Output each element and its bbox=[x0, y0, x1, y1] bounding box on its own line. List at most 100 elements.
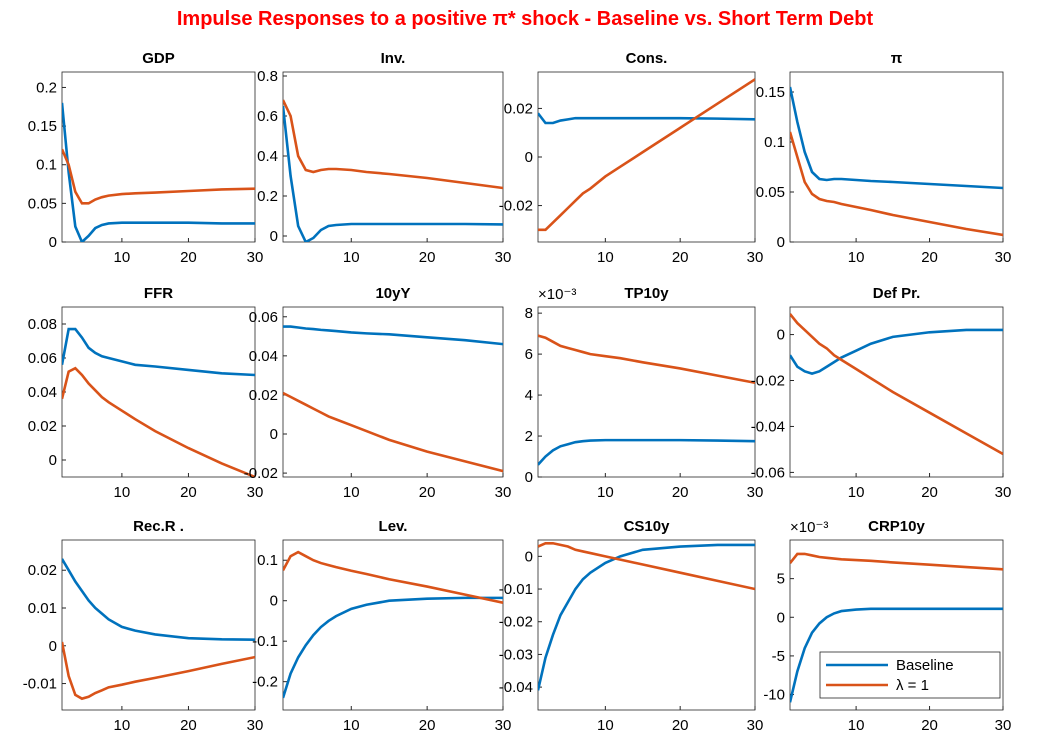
y-tick-label: 2 bbox=[525, 428, 533, 445]
y-tick-label: -0.2 bbox=[252, 674, 278, 691]
y-tick-label: 0.02 bbox=[28, 562, 57, 579]
x-tick-label: 10 bbox=[343, 484, 360, 501]
y-tick-label: -0.01 bbox=[499, 581, 533, 598]
y-tick-label: 4 bbox=[525, 387, 533, 404]
x-tick-label: 10 bbox=[848, 249, 865, 266]
y-tick-label: -0.02 bbox=[244, 465, 278, 482]
y-tick-label: 0.01 bbox=[28, 600, 57, 617]
x-tick-label: 20 bbox=[921, 484, 938, 501]
subplot-title: Cons. bbox=[626, 50, 668, 67]
x-tick-label: 30 bbox=[495, 484, 512, 501]
subplot-title: CS10y bbox=[624, 518, 671, 535]
plot-area bbox=[790, 313, 1003, 456]
y-tick-label: 0 bbox=[777, 609, 785, 626]
y-tick-label: 0.1 bbox=[257, 552, 278, 569]
x-tick-label: 10 bbox=[343, 249, 360, 266]
y-tick-label: 0.2 bbox=[36, 79, 57, 96]
subplot: TP10y ×10⁻³ 10 20 30 0 2 4 6 8 bbox=[525, 285, 764, 501]
y-tick-label: 0.4 bbox=[257, 148, 278, 165]
subplot: Inv. 10 20 30 0 0.2 0.4 0.6 0.8 bbox=[257, 50, 511, 266]
subplot: CS10y 10 20 30 -0.04 -0.03 -0.02 -0.01 0 bbox=[499, 518, 764, 734]
figure-title: Impulse Responses to a positive π* shock… bbox=[177, 8, 874, 30]
series-line bbox=[62, 641, 255, 701]
y-tick-label: 0.15 bbox=[28, 118, 57, 135]
x-tick-label: 20 bbox=[180, 484, 197, 501]
y-tick-label: 0.02 bbox=[249, 387, 278, 404]
series-line bbox=[283, 550, 503, 605]
y-tick-label: -0.04 bbox=[751, 418, 785, 435]
series-line bbox=[283, 105, 503, 242]
y-tick-label: 0 bbox=[525, 149, 533, 166]
y-tick-label: 0.2 bbox=[257, 188, 278, 205]
series-line bbox=[538, 112, 755, 125]
x-tick-label: 10 bbox=[114, 484, 131, 501]
y-tick-label: 0.06 bbox=[28, 350, 57, 367]
y-multiplier: ×10⁻³ bbox=[790, 519, 828, 536]
y-tick-label: -0.01 bbox=[23, 676, 57, 693]
x-tick-label: 10 bbox=[597, 249, 614, 266]
x-tick-label: 30 bbox=[995, 484, 1012, 501]
y-tick-label: 0.02 bbox=[504, 100, 533, 117]
series-line bbox=[283, 325, 503, 346]
y-tick-label: 0.1 bbox=[764, 134, 785, 151]
x-tick-label: 10 bbox=[597, 717, 614, 734]
series-line bbox=[283, 596, 503, 699]
x-tick-label: 10 bbox=[848, 484, 865, 501]
y-tick-label: 0.04 bbox=[28, 384, 57, 401]
y-tick-label: -0.02 bbox=[751, 373, 785, 390]
series-line bbox=[62, 148, 255, 205]
plot-area bbox=[538, 334, 755, 466]
y-tick-label: -0.02 bbox=[499, 614, 533, 631]
y-tick-label: 0 bbox=[525, 548, 533, 565]
y-tick-label: -10 bbox=[763, 687, 785, 704]
series-line bbox=[790, 86, 1003, 190]
y-tick-label: -5 bbox=[772, 648, 785, 665]
subplot-title: CRP10y bbox=[868, 518, 925, 535]
plot-area bbox=[790, 552, 1003, 703]
subplot-title: Def Pr. bbox=[873, 285, 921, 302]
x-tick-label: 20 bbox=[180, 249, 197, 266]
x-tick-label: 30 bbox=[495, 717, 512, 734]
series-line bbox=[538, 78, 755, 232]
y-tick-label: -0.03 bbox=[499, 646, 533, 663]
axes-box bbox=[282, 71, 504, 243]
plot-area bbox=[538, 78, 755, 232]
y-tick-label: 0 bbox=[777, 327, 785, 344]
y-tick-label: -0.1 bbox=[252, 633, 278, 650]
x-tick-label: 30 bbox=[995, 717, 1012, 734]
y-tick-label: 0.15 bbox=[756, 84, 785, 101]
y-tick-label: 0 bbox=[525, 469, 533, 486]
series-line bbox=[62, 327, 255, 377]
axes-box bbox=[537, 306, 756, 478]
x-tick-label: 20 bbox=[921, 249, 938, 266]
subplot-title: FFR bbox=[144, 285, 173, 302]
x-tick-label: 30 bbox=[747, 484, 764, 501]
subplot-title: Lev. bbox=[379, 518, 408, 535]
series-line bbox=[62, 102, 255, 242]
x-tick-label: 10 bbox=[343, 717, 360, 734]
x-tick-label: 30 bbox=[495, 249, 512, 266]
subplot: 10yY 10 20 30 -0.02 0 0.02 0.04 0.06 bbox=[244, 285, 512, 501]
y-tick-label: 0 bbox=[270, 426, 278, 443]
x-tick-label: 20 bbox=[419, 717, 436, 734]
subplot-title: Rec.R . bbox=[133, 518, 184, 535]
legend-label: Baseline bbox=[896, 657, 954, 674]
axes-box bbox=[789, 71, 1004, 243]
series-line bbox=[62, 558, 255, 642]
axes-box bbox=[282, 306, 504, 478]
subplot-title: π bbox=[891, 50, 903, 67]
x-tick-label: 20 bbox=[672, 484, 689, 501]
subplot-title: 10yY bbox=[375, 285, 410, 302]
subplot: Lev. 10 20 30 -0.2 -0.1 0 0.1 bbox=[252, 518, 511, 734]
x-tick-label: 10 bbox=[114, 249, 131, 266]
y-multiplier: ×10⁻³ bbox=[538, 286, 576, 303]
axes-box bbox=[61, 71, 256, 243]
y-tick-label: 0.6 bbox=[257, 108, 278, 125]
x-tick-label: 20 bbox=[921, 717, 938, 734]
plot-area bbox=[790, 86, 1003, 237]
axes-box bbox=[282, 539, 504, 711]
y-tick-label: 0.04 bbox=[249, 348, 278, 365]
subplot-title: TP10y bbox=[624, 285, 669, 302]
series-line bbox=[538, 334, 755, 385]
subplot: Rec.R . 10 20 30 -0.01 0 0.01 0.02 bbox=[23, 518, 264, 734]
